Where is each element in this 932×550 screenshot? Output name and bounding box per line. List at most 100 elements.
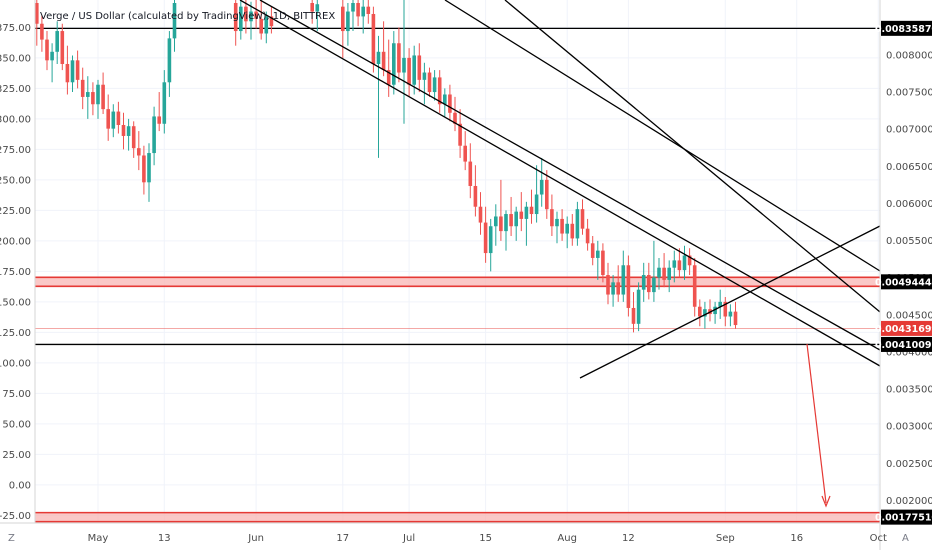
- left-axis-tick: 275.00: [0, 145, 31, 156]
- candle-body: [437, 77, 442, 105]
- candle-body: [70, 60, 75, 83]
- candle-body: [713, 306, 717, 315]
- candle-body: [529, 206, 534, 215]
- candle-body: [580, 209, 585, 229]
- candle-body: [407, 57, 411, 85]
- candle-body: [35, 3, 39, 24]
- right-axis-tick: 0.00750000: [886, 88, 932, 99]
- zoom-toggle-button[interactable]: Z: [8, 533, 15, 544]
- price-label-box: [881, 274, 932, 290]
- left-axis-tick: 200.00: [0, 236, 31, 247]
- candle-body: [565, 223, 569, 234]
- descending-trendline: [259, 0, 881, 351]
- left-axis-tick: 100.00: [0, 358, 31, 369]
- candle-body: [60, 31, 65, 64]
- candle-body: [126, 126, 131, 136]
- time-axis-tick: May: [88, 533, 109, 544]
- candle-body: [147, 153, 151, 183]
- candle-body: [386, 70, 391, 85]
- left-axis-tick: 75.00: [2, 389, 31, 400]
- candle-body: [40, 23, 44, 40]
- right-axis-tick: 0.00550000: [886, 236, 932, 247]
- candle-body: [539, 179, 544, 195]
- candle-body: [550, 209, 554, 227]
- candle-body: [443, 94, 447, 105]
- candle-body: [259, 18, 263, 34]
- candle-body: [65, 63, 70, 83]
- candle-body: [585, 228, 590, 244]
- candle-body: [341, 6, 345, 32]
- candle-body: [458, 123, 462, 146]
- candle-body: [488, 226, 493, 254]
- projection-arrow-head: [821, 495, 831, 508]
- time-axis-tick: Oct: [870, 533, 887, 544]
- left-axis-tick: 350.00: [0, 53, 31, 64]
- candle-body: [397, 43, 401, 73]
- candle-body: [96, 84, 100, 105]
- candle-body: [682, 255, 687, 271]
- candle-body: [142, 155, 146, 183]
- right-axis-tick: 0.00400000: [886, 347, 932, 358]
- candle-body: [376, 51, 381, 64]
- candle-body: [427, 72, 432, 93]
- candle-body: [86, 92, 90, 97]
- candle-body: [157, 116, 161, 124]
- candle-body: [703, 309, 707, 317]
- candle-body: [381, 51, 386, 71]
- candle-body: [137, 148, 141, 156]
- candle-body: [249, 11, 253, 22]
- chart-title: Verge / US Dollar (calculated by Trading…: [40, 11, 335, 22]
- time-axis-tick: Sep: [716, 533, 735, 544]
- candle-body: [50, 51, 54, 61]
- candle-body: [392, 43, 396, 85]
- candle-body: [152, 116, 156, 154]
- price-label-box: [881, 320, 932, 336]
- candle-body: [616, 282, 620, 295]
- candle-body: [432, 77, 437, 93]
- candle-body: [269, 16, 274, 27]
- right-price-axis[interactable]: 0.008358700.008000000.007500000.00700000…: [886, 24, 932, 507]
- candle-body: [626, 265, 631, 308]
- left-price-axis[interactable]: 375.00 350.00 325.00 300.00 275.00 250.00 225.…: [0, 23, 31, 522]
- candle-body: [402, 57, 406, 73]
- candle-body: [45, 39, 49, 61]
- candle-body: [121, 124, 126, 136]
- candle-body: [315, 4, 320, 12]
- candle-body: [346, 11, 350, 32]
- time-axis[interactable]: May 13 Jun 17 Jul 15 Aug 12 Sep 16 Oct: [88, 533, 887, 544]
- candle-body: [111, 111, 116, 129]
- candle-body: [310, 3, 314, 12]
- candle-body: [131, 126, 136, 149]
- candle-body: [91, 92, 95, 105]
- candle-body: [422, 72, 427, 80]
- price-label-box: [881, 509, 932, 525]
- candle-body: [575, 209, 580, 239]
- plot-background: [35, 0, 880, 523]
- candle-body: [728, 311, 733, 317]
- candle-body: [494, 216, 498, 227]
- right-axis-tick: 0.00350000: [886, 385, 932, 396]
- descending-trendline: [444, 0, 881, 272]
- candle-body: [545, 179, 549, 210]
- candle-body: [631, 307, 636, 324]
- zone-layer: [35, 27, 880, 523]
- candle-body: [264, 16, 269, 34]
- candle-body: [75, 60, 80, 80]
- left-axis-tick: 150.00: [0, 297, 31, 308]
- candle-body: [55, 31, 59, 52]
- left-axis-tick: -25.00: [0, 511, 31, 522]
- candle-body: [233, 3, 238, 32]
- candle-body: [657, 267, 661, 278]
- candle-body: [647, 275, 651, 293]
- candle-body: [483, 222, 488, 254]
- time-axis-tick: 16: [790, 533, 803, 544]
- support-resistance-zone: [35, 277, 880, 287]
- candle-body: [718, 301, 722, 307]
- candle-body: [667, 267, 671, 280]
- auto-scale-button[interactable]: A: [902, 533, 909, 544]
- right-axis-tick: 0.00600000: [886, 199, 932, 210]
- candle-body: [172, 3, 177, 39]
- candle-body: [641, 275, 646, 290]
- candle-body: [519, 211, 524, 219]
